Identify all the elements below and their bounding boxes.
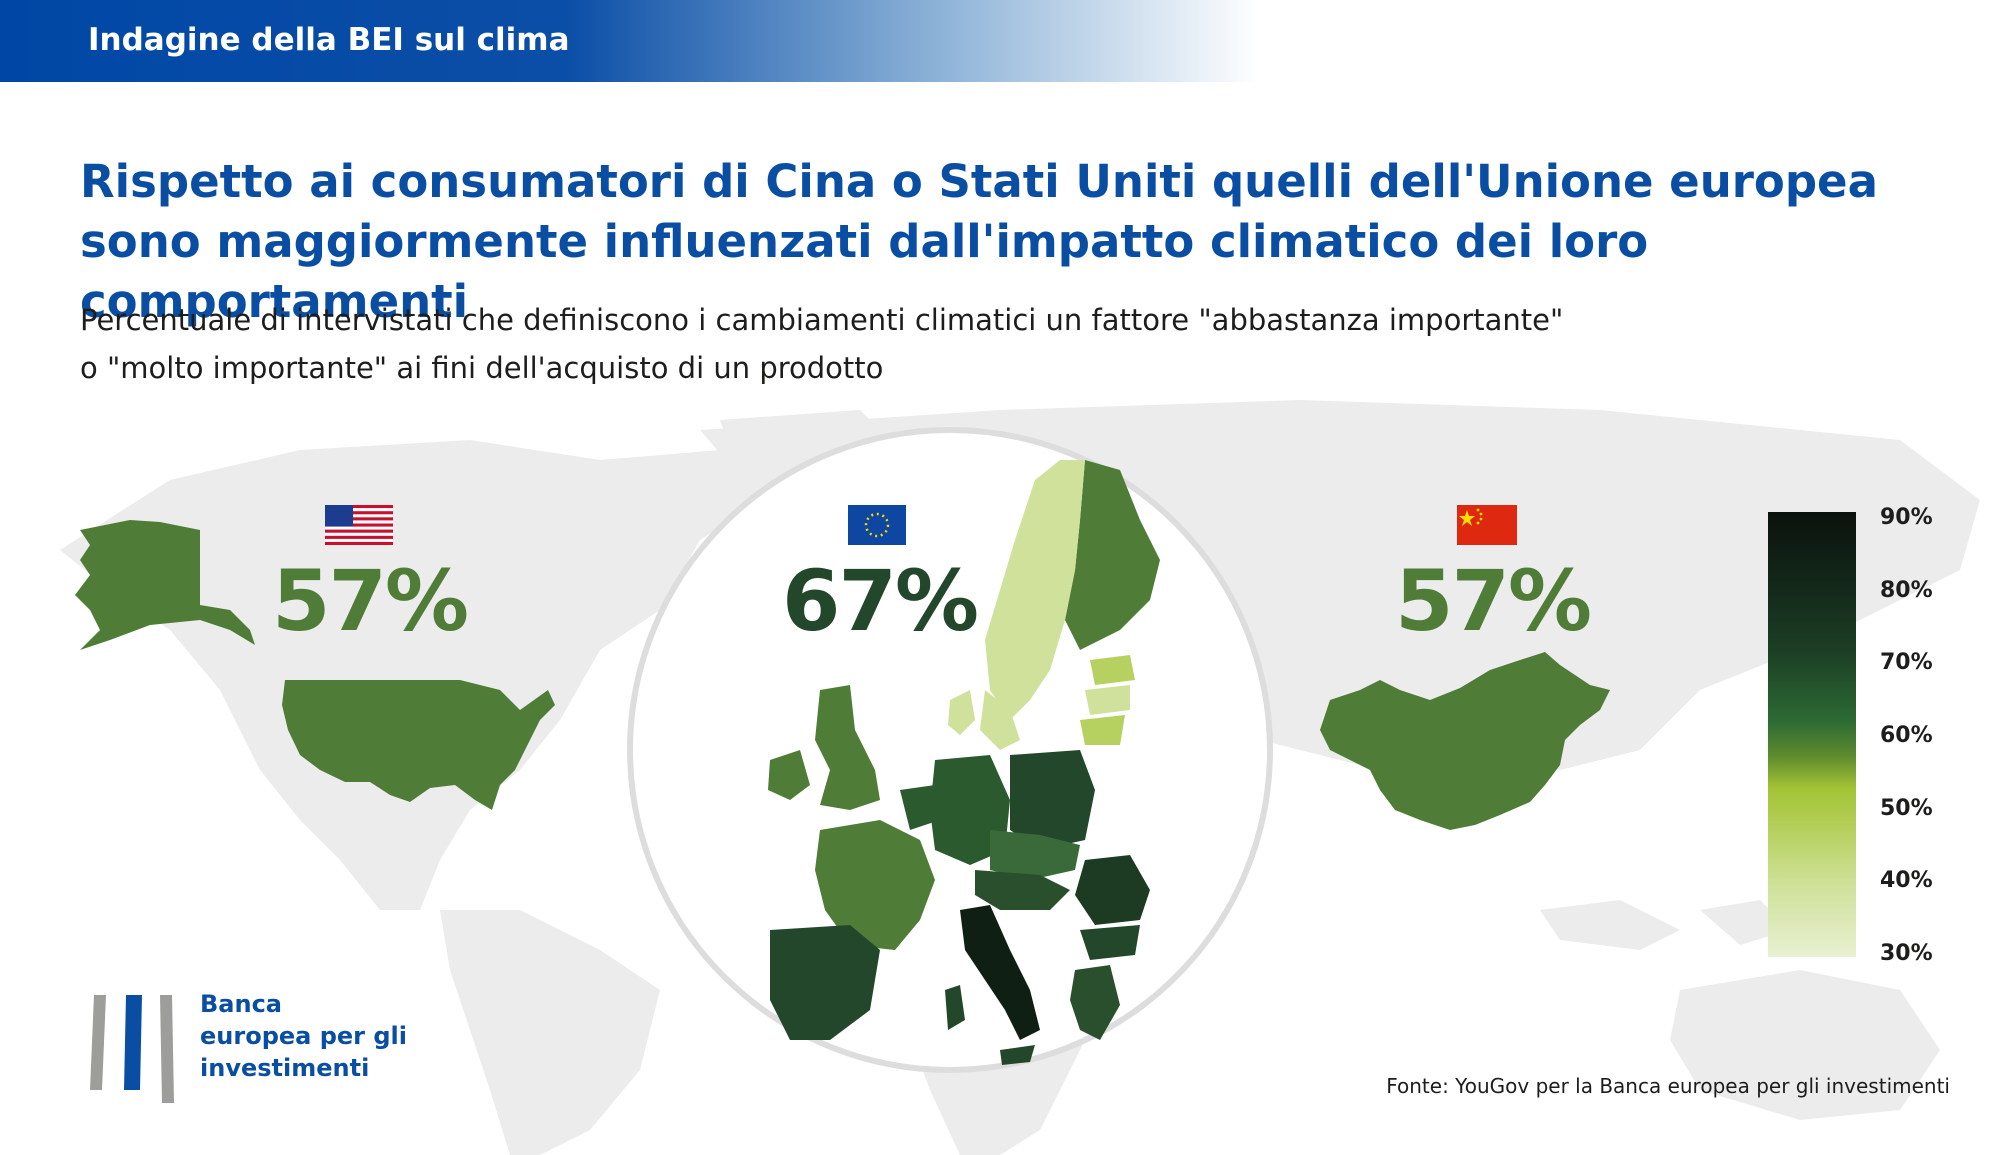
eib-logo-icon — [88, 995, 188, 1105]
legend-tick-90: 90% — [1880, 505, 1933, 530]
europe-map — [768, 460, 1160, 1065]
header-banner: Indagine della BEI sul clima — [0, 0, 1260, 82]
eu-focus-circle — [627, 427, 1273, 1073]
source-note: Fonte: YouGov per la Banca europea per g… — [1386, 1074, 1950, 1098]
legend-tick-60: 60% — [1880, 723, 1933, 748]
logo-line-3: investimenti — [200, 1054, 370, 1082]
us-flag-icon — [325, 505, 393, 545]
china-flag-icon — [1457, 505, 1517, 545]
legend-tick-50: 50% — [1880, 796, 1933, 821]
banner-title: Indagine della BEI sul clima — [88, 22, 570, 58]
legend-tick-80: 80% — [1880, 578, 1933, 603]
china-shape — [1320, 652, 1610, 830]
eu-flag-icon — [848, 505, 906, 545]
china-percentage: 57% — [1395, 552, 1592, 650]
subtitle-line-2: o "molto importante" ai fini dell'acquis… — [80, 351, 884, 385]
world-map — [60, 400, 1980, 1155]
eu-percentage: 67% — [782, 552, 979, 650]
legend-tick-30: 30% — [1880, 941, 1933, 966]
legend-tick-40: 40% — [1880, 868, 1933, 893]
usa-shape — [282, 680, 555, 810]
logo-line-2: europea per gli — [200, 1022, 407, 1050]
subtitle-line-1: Percentuale di intervistati che definisc… — [80, 303, 1564, 337]
usa-percentage: 57% — [272, 552, 469, 650]
alaska-shape — [75, 520, 255, 650]
legend-tick-70: 70% — [1880, 650, 1933, 675]
eib-logo-text: Banca europea per gli investimenti — [200, 988, 440, 1084]
page-subtitle: Percentuale di intervistati che definisc… — [80, 296, 1780, 392]
logo-line-1: Banca — [200, 990, 282, 1018]
page-title: Rispetto ai consumatori di Cina o Stati … — [80, 155, 1878, 328]
color-scale-bar — [1768, 512, 1856, 957]
